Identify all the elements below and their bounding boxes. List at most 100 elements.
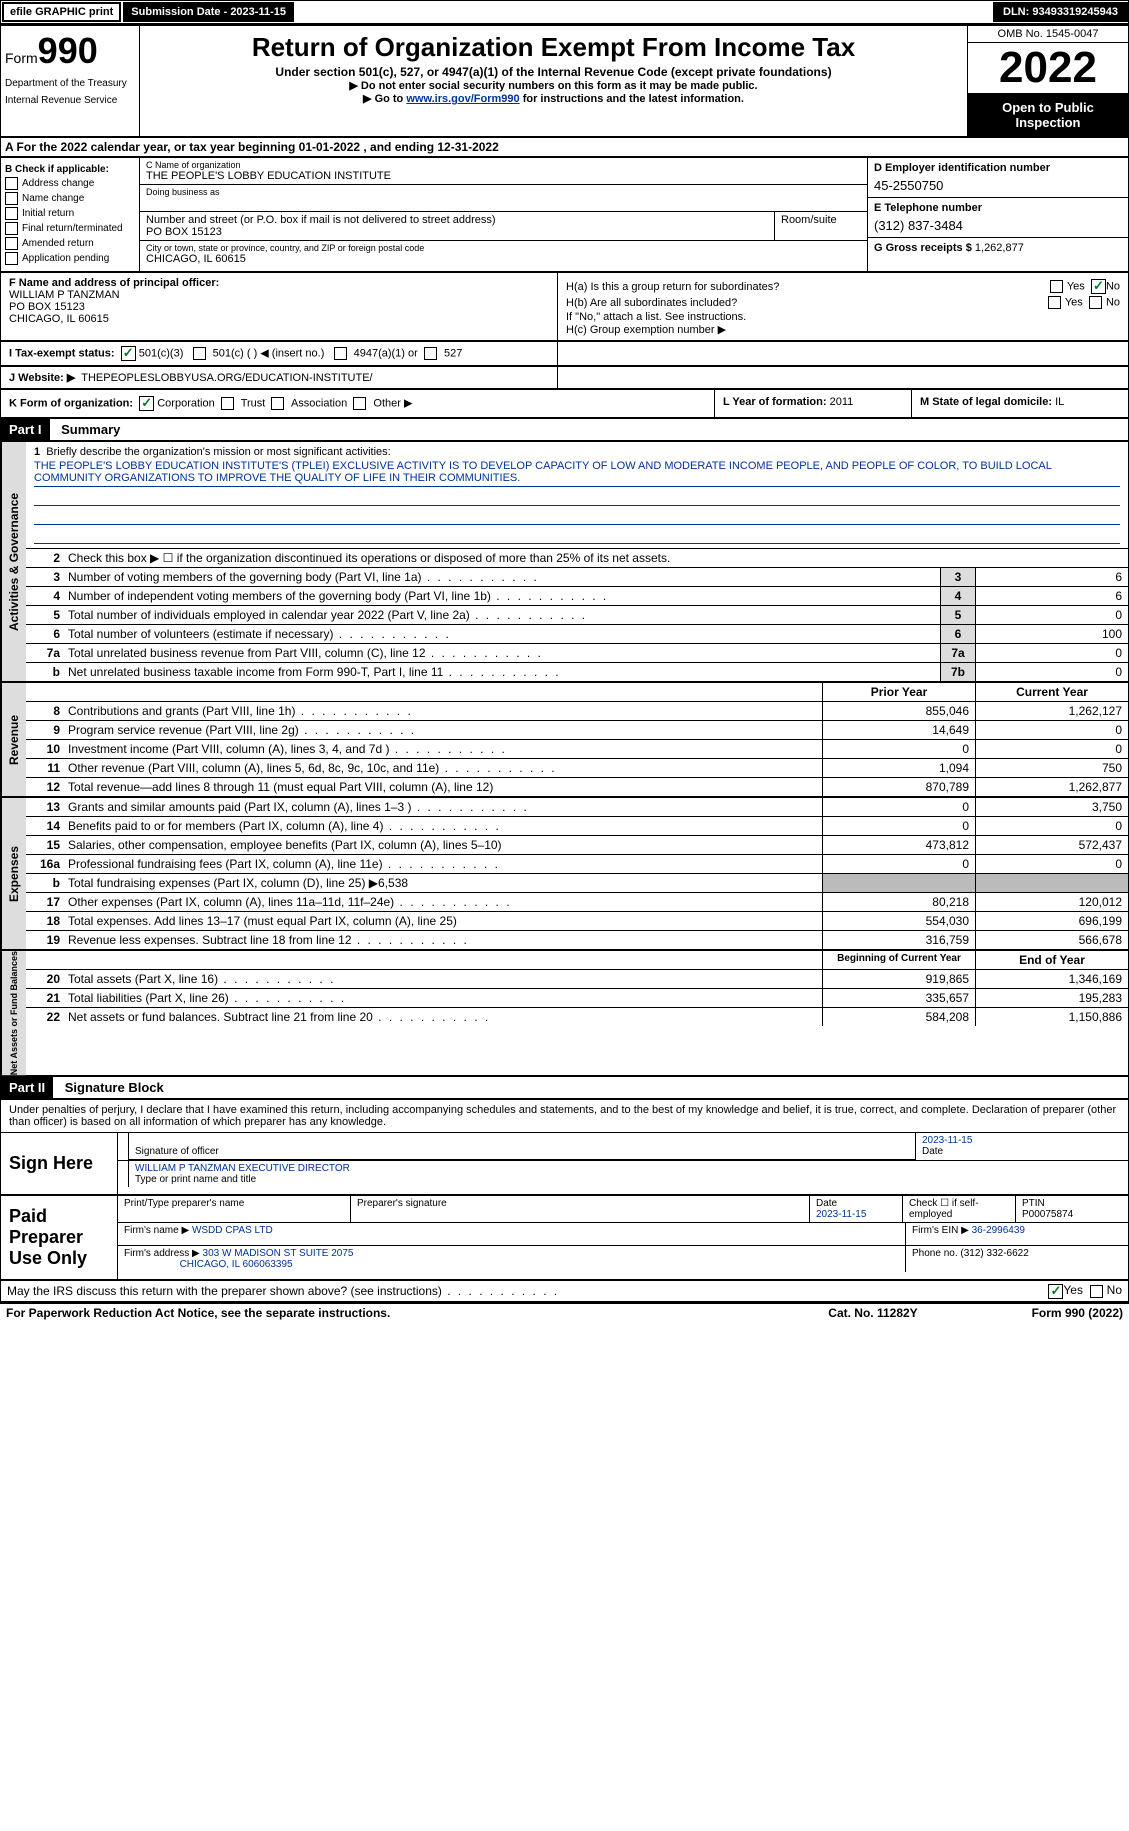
row-k-l-m: K Form of organization: ✓ Corporation Tr…	[0, 389, 1129, 418]
vtab-expenses: Expenses	[1, 798, 26, 949]
checkbox-other[interactable]	[353, 397, 366, 410]
instructions-link[interactable]: www.irs.gov/Form990	[406, 93, 519, 105]
officer-name: WILLIAM P TANZMAN	[9, 289, 549, 301]
checkbox-527[interactable]	[424, 347, 437, 360]
checkbox-ha-no-checked[interactable]: ✓	[1091, 279, 1106, 294]
row-i: I Tax-exempt status: ✓ 501(c)(3) 501(c) …	[0, 341, 1129, 366]
note-ssn: ▶ Do not enter social security numbers o…	[144, 79, 963, 92]
line-19-desc: Revenue less expenses. Subtract line 18 …	[64, 931, 822, 949]
line-6-val: 100	[975, 625, 1128, 643]
line-20-prior: 919,865	[822, 970, 975, 988]
firm-ein-label: Firm's EIN ▶	[912, 1225, 969, 1236]
checkbox-discuss-no[interactable]	[1090, 1285, 1103, 1298]
label-corporation: Corporation	[157, 397, 214, 409]
checkbox-final-return[interactable]	[5, 222, 18, 235]
column-b: B Check if applicable: Address change Na…	[1, 158, 140, 271]
gross-receipts-value: 1,262,877	[975, 242, 1024, 254]
dept-label: Department of the Treasury	[5, 78, 135, 89]
line-11-current: 750	[975, 759, 1128, 777]
website-label: J Website: ▶	[9, 372, 75, 384]
label-yes-2: Yes	[1065, 296, 1083, 308]
date-label: Date	[922, 1146, 943, 1157]
line-15-prior: 473,812	[822, 836, 975, 854]
sign-here-label: Sign Here	[1, 1133, 118, 1194]
line-9-prior: 14,649	[822, 721, 975, 739]
form-footer: 990	[1065, 1306, 1085, 1320]
checkbox-4947[interactable]	[334, 347, 347, 360]
paid-preparer-label: Paid Preparer Use Only	[1, 1196, 118, 1279]
form-title: Return of Organization Exempt From Incom…	[144, 32, 963, 63]
print-name-label: Print/Type preparer's name	[118, 1196, 351, 1222]
prep-date: 2023-11-15	[816, 1209, 866, 1220]
city-label: City or town, state or province, country…	[146, 243, 861, 253]
checkbox-ha-yes[interactable]	[1050, 280, 1063, 293]
line-10-current: 0	[975, 740, 1128, 758]
line-7b-val: 0	[975, 663, 1128, 681]
label-amended-return: Amended return	[22, 238, 94, 249]
checkbox-501c[interactable]	[193, 347, 206, 360]
checkbox-association[interactable]	[271, 397, 284, 410]
line-12-current: 1,262,877	[975, 778, 1128, 796]
irs-label: Internal Revenue Service	[5, 95, 135, 106]
dba-label: Doing business as	[146, 187, 861, 197]
line-17-current: 120,012	[975, 893, 1128, 911]
line-9-current: 0	[975, 721, 1128, 739]
line-5-desc: Total number of individuals employed in …	[64, 606, 940, 624]
paid-preparer-block: Paid Preparer Use Only Print/Type prepar…	[0, 1195, 1129, 1280]
form-number: 990	[38, 30, 98, 71]
block-b-c-d: B Check if applicable: Address change Na…	[0, 157, 1129, 272]
ptin-label: PTIN	[1022, 1198, 1045, 1209]
line-14-current: 0	[975, 817, 1128, 835]
checkbox-trust[interactable]	[221, 397, 234, 410]
note-link-prefix: ▶ Go to	[363, 93, 406, 105]
org-name-label: C Name of organization	[146, 160, 861, 170]
revenue-section: Revenue Prior YearCurrent Year 8Contribu…	[0, 682, 1129, 797]
form-subtitle: Under section 501(c), 527, or 4947(a)(1)…	[144, 65, 963, 79]
line-22-current: 1,150,886	[975, 1008, 1128, 1026]
year-formation-label: L Year of formation:	[723, 396, 827, 408]
checkbox-hb-no[interactable]	[1089, 296, 1102, 309]
part-i-header: Part I Summary	[0, 418, 1129, 441]
efile-print-button[interactable]: efile GRAPHIC print	[2, 2, 121, 22]
org-name: THE PEOPLE'S LOBBY EDUCATION INSTITUTE	[146, 170, 861, 182]
h-b-note: If "No," attach a list. See instructions…	[566, 311, 1120, 323]
firm-name: WSDD CPAS LTD	[192, 1225, 273, 1236]
checkbox-application-pending[interactable]	[5, 252, 18, 265]
firm-phone-label: Phone no.	[912, 1248, 958, 1259]
address-label: Number and street (or P.O. box if mail i…	[146, 214, 768, 226]
line-8-prior: 855,046	[822, 702, 975, 720]
checkbox-corporation-checked[interactable]: ✓	[139, 396, 154, 411]
line-22-prior: 584,208	[822, 1008, 975, 1026]
line-19-prior: 316,759	[822, 931, 975, 949]
prep-date-label: Date	[816, 1198, 837, 1209]
line-21-desc: Total liabilities (Part X, line 26)	[64, 989, 822, 1007]
officer-label: F Name and address of principal officer:	[9, 277, 219, 289]
part-ii-title: Signature Block	[57, 1077, 172, 1098]
checkbox-name-change[interactable]	[5, 192, 18, 205]
line-7b-desc: Net unrelated business taxable income fr…	[64, 663, 940, 681]
label-association: Association	[291, 397, 347, 409]
line-8-desc: Contributions and grants (Part VIII, lin…	[64, 702, 822, 720]
checkbox-discuss-yes-checked[interactable]: ✓	[1048, 1284, 1063, 1299]
checkbox-address-change[interactable]	[5, 177, 18, 190]
note-link-suffix: for instructions and the latest informat…	[520, 93, 744, 105]
checkbox-initial-return[interactable]	[5, 207, 18, 220]
label-501c3: 501(c)(3)	[139, 347, 184, 359]
line-16b-prior-grey	[822, 874, 975, 892]
label-527: 527	[444, 347, 462, 359]
label-no-3: No	[1107, 1283, 1122, 1297]
checkbox-amended-return[interactable]	[5, 237, 18, 250]
checkbox-hb-yes[interactable]	[1048, 296, 1061, 309]
line-16a-prior: 0	[822, 855, 975, 873]
part-i-badge: Part I	[1, 419, 50, 440]
sig-officer-label: Signature of officer	[135, 1146, 219, 1157]
line-15-current: 572,437	[975, 836, 1128, 854]
part-ii-header: Part II Signature Block	[0, 1076, 1129, 1099]
label-address-change: Address change	[22, 178, 94, 189]
line-4-val: 6	[975, 587, 1128, 605]
line-12-prior: 870,789	[822, 778, 975, 796]
line-21-current: 195,283	[975, 989, 1128, 1007]
checkbox-501c3-checked[interactable]: ✓	[121, 346, 136, 361]
vtab-activities: Activities & Governance	[1, 442, 26, 681]
submission-date-button[interactable]: Submission Date - 2023-11-15	[123, 2, 294, 22]
